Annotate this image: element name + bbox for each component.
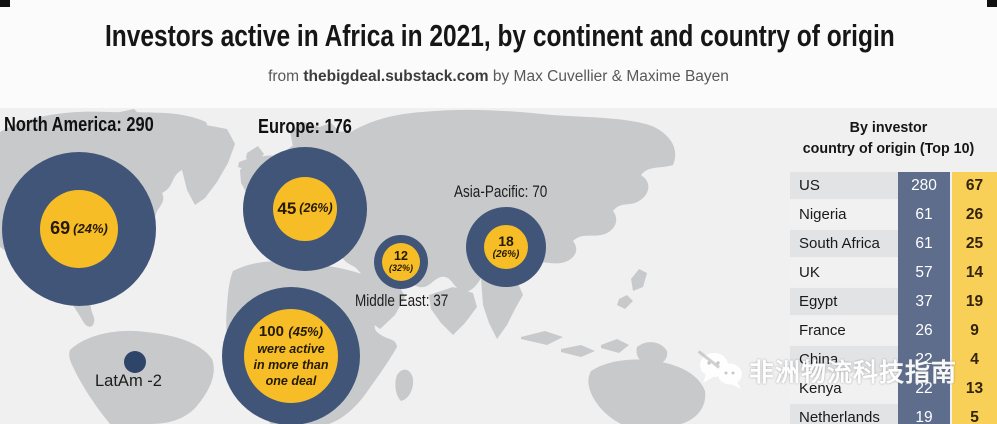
bubble-north-america-core: 69 (24%) (40, 190, 118, 268)
subtitle-suffix: by Max Cuvellier & Maxime Bayen (488, 68, 729, 85)
bubble-asia-pacific-core: 18 (26%) (484, 225, 528, 269)
table-title: By investor country of origin (Top 10) (785, 117, 991, 159)
page-title: Investors active in Africa in 2021, by c… (104, 18, 895, 53)
table-row: UK 57 14 (790, 259, 997, 286)
southeast-asia (481, 273, 523, 339)
total-cell: 22 (915, 379, 933, 397)
watermark: 非洲物流科技指南 (697, 350, 958, 390)
label-latam: LatAm -2 (95, 372, 162, 390)
table-title-line1: By investor (849, 119, 928, 136)
multi-cell: 19 (965, 292, 984, 310)
total-cell: 19 (915, 408, 933, 424)
value-europe: 45 (277, 198, 297, 218)
table-row: Kenya 22 13 (790, 375, 997, 402)
country-cell: Nigeria (790, 201, 898, 228)
multi-cell: 5 (970, 408, 979, 424)
bubble-middle-east-core: 12 (32%) (382, 243, 420, 281)
total-cell: 57 (915, 263, 933, 281)
country-cell: Egypt (790, 288, 898, 315)
new-guinea (636, 342, 668, 366)
value-africa: 100 (258, 323, 284, 341)
japan-philippines (617, 269, 647, 309)
header: Investors active in Africa in 2021, by c… (0, 18, 997, 54)
country-cell: UK (790, 259, 898, 286)
label-europe: Europe: 176 (258, 116, 352, 138)
africa-headline: 100 (45%) (259, 323, 323, 341)
table-row: China 22 4 (790, 346, 997, 373)
table-row: Nigeria 61 26 (790, 201, 997, 228)
corner-artifact-right (987, 0, 997, 7)
multi-cell: 9 (970, 321, 979, 339)
table-row: South Africa 61 25 (790, 230, 997, 257)
total-cell: 37 (915, 292, 933, 310)
subtitle: from thebigdeal.substack.com by Max Cuve… (0, 68, 997, 86)
multi-cell: 25 (965, 234, 984, 252)
table-row: France 26 9 (790, 317, 997, 344)
arctic-islands (118, 109, 193, 142)
arabian-peninsula (356, 276, 405, 329)
country-cell: Kenya (790, 375, 898, 402)
bubble-middle-east: 12 (32%) (374, 235, 428, 289)
table-multi-column-strip (952, 172, 997, 424)
africa-note-line1: were active (257, 341, 325, 356)
australia (588, 359, 706, 424)
label-middle-east: Middle East: 37 (355, 292, 449, 310)
total-cell: 61 (915, 234, 933, 252)
bubble-asia-pacific: 18 (26%) (466, 207, 546, 287)
table-row: US 280 67 (790, 172, 997, 199)
country-cell: South Africa (790, 230, 898, 257)
total-cell: 61 (915, 205, 933, 223)
label-north-america: North America: 290 (4, 114, 154, 136)
bubble-europe-core: 45 (26%) (273, 177, 337, 241)
british-isles (246, 146, 264, 165)
bubble-africa: 100 (45%) were active in more than one d… (222, 287, 360, 424)
subtitle-site: thebigdeal.substack.com (303, 68, 489, 85)
total-cell: 22 (915, 350, 933, 368)
indonesia-islands (521, 331, 629, 357)
continent-south-america (69, 330, 214, 424)
table-title-line2: country of origin (Top 10) (802, 140, 975, 157)
bubble-europe: 45 (26%) (243, 147, 367, 271)
table-row: Netherlands 19 5 (790, 404, 997, 424)
pct-middle-east: (32%) (388, 262, 413, 273)
multi-cell: 26 (965, 205, 984, 223)
pct-asia-pacific: (26%) (492, 249, 520, 261)
multi-cell: 13 (965, 379, 984, 397)
pct-north-america: (24%) (73, 220, 108, 236)
greenland (181, 125, 235, 205)
investor-table: US 280 67 Nigeria 61 26 South Africa 61 25 UK 57 14… (790, 172, 997, 424)
bubble-north-america: 69 (24%) (2, 152, 156, 306)
multi-cell: 4 (970, 350, 979, 368)
africa-note-line2: in more than (253, 357, 329, 372)
value-asia-pacific: 18 (498, 232, 514, 249)
country-cell: Netherlands (790, 404, 898, 424)
value-middle-east: 12 (394, 249, 408, 264)
africa-note-line3: one deal (265, 373, 317, 388)
pct-africa: (45%) (288, 324, 324, 340)
table-total-column-strip (898, 172, 950, 424)
india (429, 287, 477, 335)
total-cell: 280 (911, 176, 937, 194)
total-cell: 26 (915, 321, 933, 339)
corner-artifact-left (0, 0, 10, 7)
multi-cell: 67 (965, 176, 984, 194)
country-cell: France (790, 317, 898, 344)
subtitle-prefix: from (268, 68, 304, 85)
bubble-africa-core: 100 (45%) were active in more than one d… (244, 309, 338, 403)
bubble-latam-dot (124, 351, 146, 373)
multi-cell: 14 (965, 263, 984, 281)
country-cell: US (790, 172, 898, 199)
value-north-america: 69 (50, 218, 71, 239)
label-asia-pacific: Asia-Pacific: 70 (454, 183, 548, 201)
madagascar (395, 369, 414, 401)
watermark-text: 非洲物流科技指南 (749, 359, 958, 387)
table-row: Egypt 37 19 (790, 288, 997, 315)
pct-europe: (26%) (299, 201, 333, 216)
country-cell: China (790, 346, 898, 373)
